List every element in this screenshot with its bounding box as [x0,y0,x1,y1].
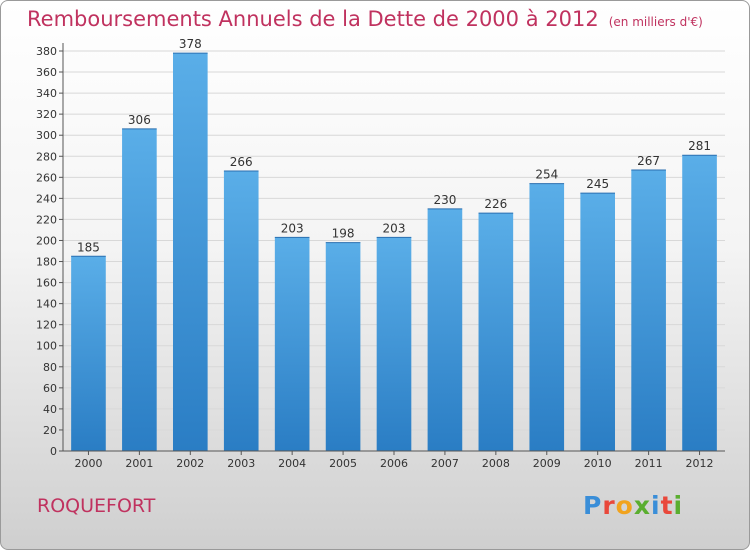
y-tick-label: 360 [36,66,57,79]
chart-title: Remboursements Annuels de la Dette de 20… [27,7,703,31]
x-tick-label: 2004 [278,457,306,470]
bar-value-label: 267 [637,154,660,168]
y-tick-label: 20 [43,424,57,437]
x-tick-label: 2011 [635,457,663,470]
x-tick-label: 2012 [686,457,714,470]
y-tick-label: 60 [43,382,57,395]
y-tick-label: 220 [36,213,57,226]
commune-name: ROQUEFORT [37,495,156,517]
x-tick-label: 2009 [533,457,561,470]
bar-value-label: 230 [433,193,456,207]
y-tick-label: 40 [43,403,57,416]
bar-value-label: 254 [535,168,558,182]
logo-letter: t [660,491,674,520]
bar [529,183,565,451]
chart-title-text: Remboursements Annuels de la Dette de 20… [27,7,599,31]
logo-letter: i [673,491,684,520]
y-tick-label: 280 [36,150,57,163]
bar [478,213,514,451]
y-tick-label: 380 [36,45,57,58]
bar [427,208,463,451]
x-tick-label: 2002 [176,457,204,470]
x-tick-label: 2007 [431,457,459,470]
y-tick-label: 240 [36,192,57,205]
y-tick-label: 320 [36,108,57,121]
bar [274,237,310,451]
logo-letter: P [583,491,603,520]
x-tick-label: 2000 [74,457,102,470]
y-tick-label: 0 [50,445,57,458]
y-tick-label: 180 [36,256,57,269]
bar [376,237,412,451]
y-tick-label: 120 [36,319,57,332]
bar [682,155,717,452]
y-tick-label: 260 [36,171,57,184]
bar-value-label: 203 [281,221,304,235]
bar-value-label: 185 [77,240,100,254]
logo-letter: o [615,491,634,520]
logo-letter: x [633,491,651,520]
x-tick-label: 2005 [329,457,357,470]
y-tick-label: 340 [36,87,57,100]
x-tick-label: 2008 [482,457,510,470]
bar [325,242,361,451]
y-tick-label: 200 [36,234,57,247]
bar-value-label: 378 [179,37,202,51]
bar-value-label: 198 [332,227,355,241]
y-tick-label: 80 [43,361,57,374]
y-tick-label: 160 [36,277,57,290]
proxiti-logo[interactable]: Proxiti [583,491,683,520]
x-tick-label: 2006 [380,457,408,470]
bar [631,169,666,451]
x-tick-label: 2001 [125,457,153,470]
bar-value-label: 245 [586,177,609,191]
logo-letter: i [651,491,661,520]
bar [122,128,157,451]
bar-value-label: 281 [688,139,711,153]
bar [223,171,259,451]
bar-value-label: 203 [383,221,406,235]
y-tick-label: 100 [36,340,57,353]
chart-unit: (en milliers d'€) [608,15,703,29]
bar-value-label: 306 [128,113,151,127]
bar-value-label: 226 [484,197,507,211]
logo-letter: r [602,491,616,520]
x-tick-label: 2010 [584,457,612,470]
bar [172,53,208,452]
bar-value-label: 266 [230,155,253,169]
bar [71,256,106,451]
y-tick-label: 140 [36,298,57,311]
bar [580,193,616,451]
x-tick-label: 2003 [227,457,255,470]
y-tick-label: 300 [36,129,57,142]
